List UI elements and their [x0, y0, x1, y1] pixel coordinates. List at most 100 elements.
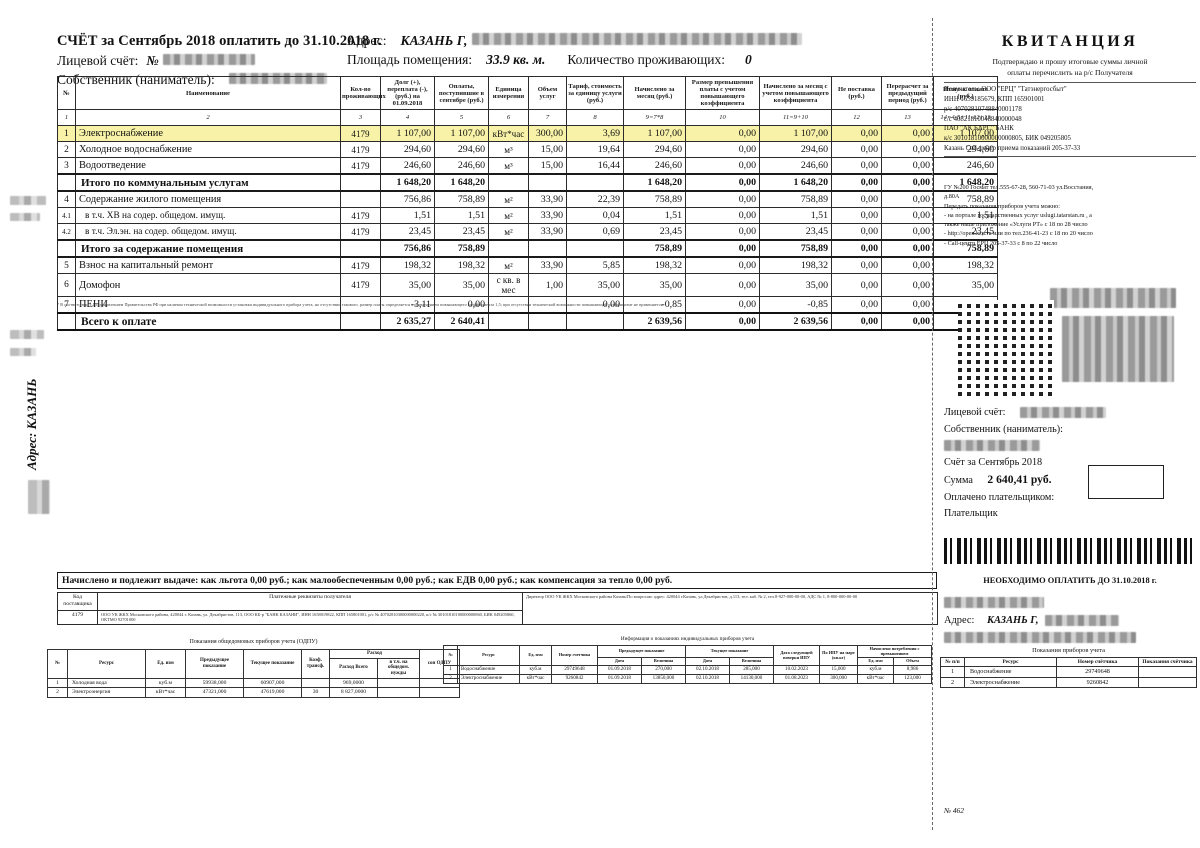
cell-idx [57, 173, 76, 193]
odpu-col-2: Ед. изм [145, 648, 186, 679]
cell-tariff: 0,04 [566, 207, 624, 225]
cell-recalc: 0,00 [881, 256, 934, 275]
cell-unit: м² [488, 256, 529, 275]
cell-acc_k: 1 648,20 [759, 173, 832, 193]
col-head-1: Наименование [75, 75, 341, 111]
colnum-12: 13 [881, 109, 934, 127]
cell-kol: 4179 [340, 125, 381, 143]
area-line: Площадь помещения: 33.9 кв. м. Количеств… [347, 52, 947, 68]
account-number-sign: № [146, 53, 159, 68]
colnum-6: 7 [528, 109, 567, 127]
cell-vol [528, 312, 567, 332]
receipt-owner-redacted [944, 440, 1040, 452]
ipu-cell-prev_date: 01.09.2018 [597, 673, 642, 684]
ipu-cell-unit: куб.м [519, 665, 552, 675]
cell-total: 294,60 [933, 141, 998, 159]
payee-code-value: 4179 [57, 609, 98, 625]
col-head-2: Кол-во проживающих [340, 75, 386, 111]
receipt-sum-value: 2 640,41 руб. [987, 473, 1052, 487]
cell-acc_k: 1,51 [759, 207, 832, 225]
paid-amount-box[interactable] [1088, 465, 1164, 499]
cell-acc: 198,32 [623, 256, 686, 275]
receipt-meters-col-2: Номер счётчика [1056, 656, 1139, 668]
residents-label: Количество проживающих: [567, 52, 725, 67]
bank-detail-line: Получатель: ООО "ЕРЦ" "Татэнергосбыт" [944, 86, 1067, 93]
cell-nedo: 0,00 [831, 207, 882, 225]
ipu-cell-idx: 1 [443, 665, 458, 675]
payee-director-info: Директор ООО УК ЖКХ Московского района К… [522, 592, 938, 625]
receipt-address-line-2 [944, 629, 1196, 647]
charges-table: № Наименование Кол-во проживающих Долг (… [57, 75, 998, 332]
cell-debt: 756,86 [380, 239, 435, 259]
cell-nedo: 0,00 [831, 223, 882, 241]
receipt-payer-line: Плательщик [944, 508, 998, 520]
cell-kol: 4179 [340, 141, 381, 159]
cell-acc: 23,45 [623, 223, 686, 241]
receipt-subtitle-line-2: оплаты перечислить на р/с Получателя [1007, 68, 1133, 77]
receipt-bank-details: Получатель: ООО "ЕРЦ" "Татэнергосбыт" ИНН… [944, 82, 1196, 157]
cell-tariff [566, 239, 624, 259]
receipt-address-label: Адрес: [944, 614, 975, 626]
table-row: 4.1 в т.ч. ХВ на содер. общедом. имущ. 417… [57, 207, 998, 225]
colnum-2: 3 [340, 109, 381, 127]
address-redacted [472, 33, 803, 45]
receipt-owner-value-line [944, 438, 1196, 455]
receipt-subtitle-line-1: Подтверждаю и прошу итоговые суммы лично… [992, 57, 1148, 66]
odpu-cell-prev: 47321,000 [185, 687, 244, 698]
margin-smudge-4 [10, 348, 36, 356]
ipu-group-excess: Начислено потребления с превышением [856, 644, 933, 659]
cell-unit [488, 173, 529, 193]
cell-vol [528, 239, 567, 259]
cell-excess: 0,00 [685, 256, 760, 275]
cell-kol: 4179 [340, 157, 381, 175]
notice-line: д.80А [944, 193, 960, 201]
payee-header-row: Код поставщика Платежные реквизиты получ… [57, 592, 938, 625]
cell-name: в т.ч. Эл.эн. на содер. общедом. имущ. [75, 223, 341, 241]
ipu-col-9: По ИПУ на март (кв.кг) [819, 644, 858, 667]
receipt-meter-cell-reading [1137, 676, 1198, 689]
area-value: 33.9 кв. м. [486, 52, 546, 67]
cell-vol: 33,90 [528, 256, 567, 275]
odpu-col-4: Текущее показание [243, 648, 302, 679]
cell-vol: 15,00 [528, 157, 567, 175]
cell-unit: м² [488, 190, 529, 209]
odpu-cell-resource: Электроэнергия [67, 687, 146, 698]
bank-detail-line: с/с 40821810048840000048 [944, 115, 1022, 123]
receipt-period-line: Счёт за Сентябрь 2018 [944, 456, 1043, 468]
cell-unit [488, 239, 529, 259]
cell-name: Содержание жилого помещения [75, 190, 341, 209]
benefits-bar: Начислено и подлежит выдаче: как льгота … [57, 572, 937, 589]
receipt-meters-col-0: № п/п [940, 656, 965, 668]
cell-idx: 2 [57, 141, 76, 159]
notice-line: также наше приложение «Услуги РТ» с 18 п… [944, 221, 1088, 229]
ipu-col-0: № [443, 644, 458, 667]
cell-paid: 23,45 [434, 223, 489, 241]
receipt-address-block: Адрес: КАЗАНЬ Г, [944, 594, 1196, 647]
odpu-col-7: в т.ч. на общедом. нужды [377, 657, 420, 679]
ipu-cell-curr_val: 14130,000 [729, 673, 774, 684]
ipu-col-curr-val: Величина [729, 657, 774, 667]
col-head-6: Объем услуг [528, 75, 567, 111]
page-title: СЧЁТ за Сентябрь 2018 оплатить до 31.10.… [57, 33, 382, 49]
cell-debt: 198,32 [380, 256, 435, 275]
table-row: 2 Холодное водоснабжение 4179 294,60 294,60 м… [57, 141, 998, 159]
cell-acc: 294,60 [623, 141, 686, 159]
ipu-cell-ipu_march: 300,000 [819, 673, 858, 684]
receipt-meter-cell-resource: Водоснабжение [964, 666, 1057, 678]
receipt-meter-cell-meter: 29749648 [1056, 666, 1139, 678]
cell-idx: 4.1 [57, 207, 76, 225]
cell-vol: 33,90 [528, 190, 567, 209]
ipu-col-prev-val: Величина [641, 657, 686, 667]
cell-tariff: 22,39 [566, 190, 624, 209]
receipt-notice: ГУ №200 Госмат тел.555-67-28, 560-71-03 … [944, 183, 1196, 248]
ipu-cell-idx: 2 [443, 673, 458, 684]
receipt-sum-line: Сумма 2 640,41 руб. [944, 471, 1196, 490]
cell-nedo: 0,00 [831, 125, 882, 143]
cell-paid: 246,60 [434, 157, 489, 175]
cell-excess: 0,00 [685, 223, 760, 241]
ipu-cell-resource: Электроснабжение [457, 673, 520, 684]
ipu-cell-prev_date: 01.09.2018 [597, 665, 642, 675]
cell-total: 198,32 [933, 256, 998, 275]
col-head-0: № [57, 75, 76, 111]
bank-detail-line: ИНН 1659185679, КПП 165901001 [944, 95, 1045, 103]
